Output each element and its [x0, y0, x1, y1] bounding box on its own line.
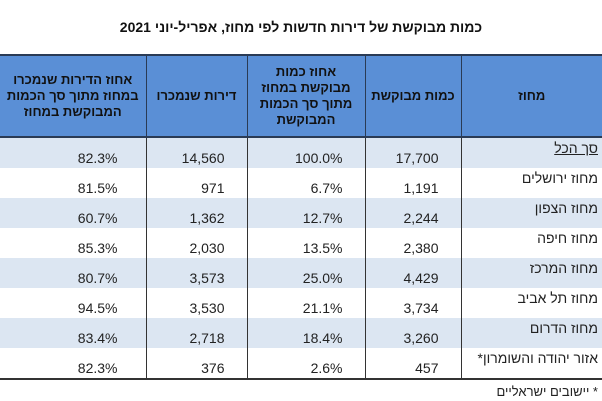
sold-pct-cell: 83.4%: [0, 318, 146, 348]
district-cell: אזור יהודה והשומרון*: [460, 348, 602, 380]
header-requested-pct: אחוז כמות מבוקשת במחוז מתוך סך הכמות המב…: [246, 54, 365, 138]
requested-cell: 3,260: [364, 318, 461, 348]
requested-cell: 3,734: [364, 288, 461, 318]
header-row: מחוז כמות מבוקשת אחוז כמות מבוקשת במחוז …: [0, 54, 602, 138]
requested-pct-cell: 100.0%: [246, 137, 365, 168]
district-cell: מחוז תל אביב: [460, 288, 602, 318]
header-sold-pct: אחוז הדירות שנמכרו במחוז מתוך סך הכמות ה…: [0, 54, 146, 138]
header-sold: דירות שנמכרו: [145, 54, 247, 138]
header-district: מחוז: [460, 54, 602, 138]
table-row: מחוז המרכז 4,429 25.0% 3,573 80.7%: [0, 258, 602, 288]
sold-pct-cell: 85.3%: [77, 240, 118, 256]
sold-pct-cell: 82.3%: [0, 348, 146, 380]
sold-cell: 2,030: [145, 228, 247, 258]
district-cell: מחוז חיפה: [460, 228, 602, 258]
total-row: סך הכל 17,700 100.0% 14,560 82.3%: [0, 137, 602, 168]
sold-cell: 376: [145, 348, 247, 380]
sold-cell: 2,718: [145, 318, 247, 348]
table-row: מחוז הצפון 2,244 12.7% 1,362 60.7%: [0, 198, 602, 228]
table-container: מחוז כמות מבוקשת אחוז כמות מבוקשת במחוז …: [0, 54, 602, 400]
sold-pct-cell: 94.5%: [77, 300, 118, 316]
requested-pct-cell: 21.1%: [246, 288, 365, 318]
table-row: אזור יהודה והשומרון* 457 2.6% 376 82.3%: [0, 348, 602, 380]
district-cell: מחוז ירושלים: [460, 168, 602, 198]
requested-cell: 4,429: [364, 258, 461, 288]
sold-cell: 1,362: [145, 198, 247, 228]
requested-cell: 2,244: [364, 198, 461, 228]
district-cell: מחוז המרכז: [460, 258, 602, 288]
requested-pct-cell: 25.0%: [246, 258, 365, 288]
district-cell: מחוז הדרום: [460, 318, 602, 348]
table-row: מחוז תל אביב 3,734 21.1% 3,530 94.5%: [0, 288, 602, 318]
table-title: כמות מבוקשת של דירות חדשות לפי מחוז, אפר…: [119, 19, 483, 35]
requested-pct-cell: 13.5%: [246, 228, 365, 258]
requested-pct-cell: 6.7%: [246, 168, 365, 198]
requested-pct-cell: 12.7%: [246, 198, 365, 228]
requested-cell: 2,380: [364, 228, 461, 258]
requested-cell: 457: [364, 348, 461, 380]
sold-cell: 14,560: [145, 137, 247, 168]
table-row: מחוז חיפה 2,380 13.5% 2,030 85.3%: [0, 228, 602, 258]
district-table: מחוז כמות מבוקשת אחוז כמות מבוקשת במחוז …: [0, 54, 602, 380]
footnote: * יישובים ישראליים: [496, 384, 598, 399]
requested-pct-cell: 18.4%: [246, 318, 365, 348]
table-row: מחוז הדרום 3,260 18.4% 2,718 83.4%: [0, 318, 602, 348]
sold-pct-cell: 60.7%: [0, 198, 146, 228]
sold-pct-cell: 81.5%: [77, 180, 118, 196]
header-requested: כמות מבוקשת: [364, 54, 461, 138]
requested-pct-cell: 2.6%: [246, 348, 365, 380]
sold-pct-cell: 82.3%: [0, 137, 146, 168]
sold-pct-cell: 80.7%: [0, 258, 146, 288]
requested-cell: 1,191: [364, 168, 461, 198]
district-cell: מחוז הצפון: [460, 198, 602, 228]
sold-cell: 971: [145, 168, 247, 198]
requested-cell: 17,700: [364, 137, 461, 168]
district-cell: סך הכל: [460, 137, 602, 168]
table-row: מחוז ירושלים 1,191 6.7% 971 81.5%: [0, 168, 602, 198]
sold-cell: 3,530: [145, 288, 247, 318]
sold-cell: 3,573: [145, 258, 247, 288]
